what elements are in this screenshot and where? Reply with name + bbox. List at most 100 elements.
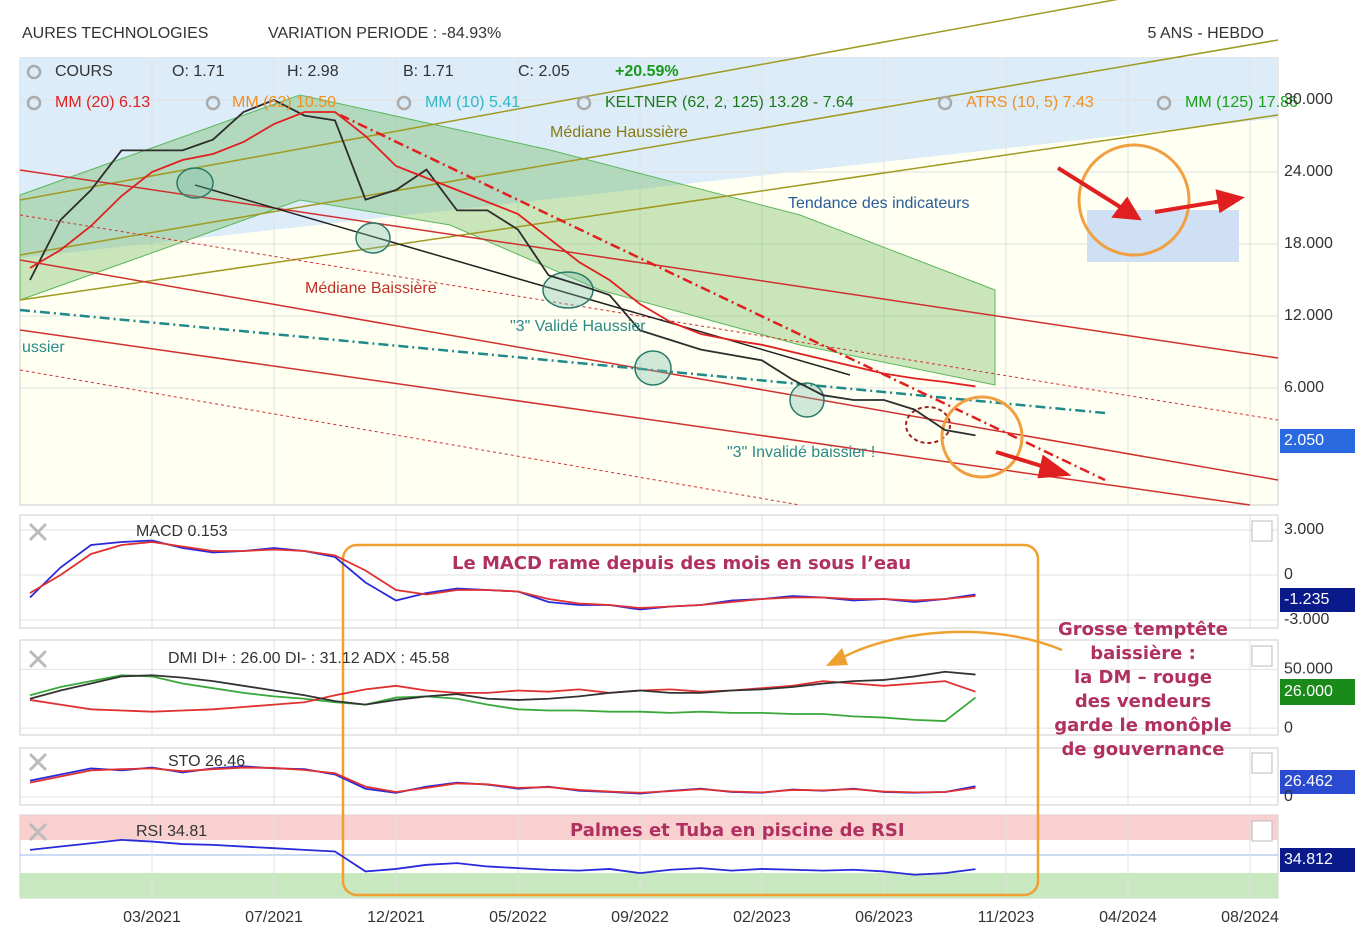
y-tick-label: 0 <box>1284 566 1293 583</box>
channel-line <box>19 39 1279 256</box>
x-tick-label: 11/2023 <box>978 909 1035 926</box>
grid <box>20 58 1278 898</box>
x-tick-label: 06/2023 <box>855 909 913 926</box>
checkbox <box>1251 752 1273 774</box>
series-line <box>29 111 976 388</box>
y-tick-label: 30.000 <box>1284 91 1333 108</box>
y-tick-label: 0 <box>1284 788 1293 805</box>
x-tick-label: 02/2023 <box>733 909 791 926</box>
y-tick-label: 50.000 <box>1284 661 1333 678</box>
panel-label: STO 26.46 <box>168 753 245 770</box>
legend-value: B: 1.71 <box>403 63 454 80</box>
indicator: KELTNER (62, 2, 125) 13.28 - 7.64 <box>605 94 854 111</box>
circle <box>905 406 951 444</box>
panel-label: DMI DI+ : 26.00 DI- : 31.12 ADX : 45.58 <box>168 650 450 667</box>
annotation: Le MACD rame depuis des mois en sous l’e… <box>452 553 911 574</box>
variation: VARIATION PERIODE : -84.93% <box>268 25 501 42</box>
arrow <box>1056 166 1127 212</box>
close-icon <box>28 522 48 542</box>
y-tick-label: 18.000 <box>1284 235 1333 252</box>
rsi-overbought <box>20 815 1278 840</box>
arrow <box>995 450 1049 470</box>
x-tick-label: 07/2021 <box>245 909 303 926</box>
current-box <box>1280 770 1355 794</box>
arrow-head <box>826 648 848 666</box>
y-tick-label: 12.000 <box>1284 307 1333 324</box>
annotation: "3" Validé Haussier <box>510 318 646 335</box>
indicator: MM (125) 17.86 <box>1185 94 1298 111</box>
circle <box>789 382 825 418</box>
indicator: MM (62) 10.50 <box>232 94 336 111</box>
panel-label: MACD 0.153 <box>136 523 228 540</box>
annotation: la DM – rouge <box>1074 667 1212 688</box>
checkboxes <box>1251 520 1273 842</box>
gear-icons <box>26 64 1172 111</box>
gear <box>576 95 592 111</box>
series-line <box>29 680 976 713</box>
checkbox <box>1251 820 1273 842</box>
trend-line <box>19 308 1106 415</box>
annotation: Médiane Haussière <box>550 124 688 141</box>
y-tick-label: -3.000 <box>1284 611 1329 628</box>
current-label: 26.000 <box>1284 683 1333 700</box>
checkbox <box>1251 645 1273 667</box>
series-line <box>29 541 976 609</box>
series-line <box>29 674 977 722</box>
arrow-head <box>1037 454 1072 479</box>
channel-line <box>19 214 1279 421</box>
annotation: Médiane Baissière <box>305 280 437 297</box>
current-box <box>1280 679 1355 705</box>
trend-line <box>339 113 1106 482</box>
channel-line <box>19 259 1279 481</box>
annotation: Grosse temptête <box>1058 619 1228 640</box>
plot <box>29 99 977 876</box>
current-label: 26.462 <box>1284 773 1333 790</box>
x-tick-label: 05/2022 <box>489 909 547 926</box>
x-tick-label: 12/2021 <box>367 909 425 926</box>
annotation: ussier <box>22 339 65 356</box>
y-tick-label: 24.000 <box>1284 163 1333 180</box>
legend-value: C: 2.05 <box>518 63 570 80</box>
gear <box>205 95 221 111</box>
gear <box>1156 95 1172 111</box>
x-tick-label: 03/2021 <box>123 909 181 926</box>
channel-line <box>19 114 1279 301</box>
arrow-head <box>1111 196 1142 221</box>
trend-box <box>1087 210 1239 262</box>
upper-channel <box>20 58 1278 258</box>
annotation: de gouvernance <box>1062 739 1225 760</box>
circle <box>355 222 391 254</box>
channel-line <box>19 169 1279 359</box>
circle <box>634 350 672 386</box>
arrow-head <box>1215 189 1245 214</box>
annotation: garde le monôple <box>1054 715 1231 736</box>
current-label: 34.812 <box>1284 851 1333 868</box>
circle <box>940 395 1024 479</box>
y-tick-label: 3.000 <box>1284 521 1324 538</box>
sto-panel <box>19 747 1279 806</box>
circle <box>542 271 594 309</box>
gear <box>937 95 953 111</box>
legend-value: H: 2.98 <box>287 63 339 80</box>
legend-entry: MM (20) 6.13 <box>55 94 150 111</box>
indicator: MM (10) 5.41 <box>425 94 520 111</box>
annotation: "3" Invalidé baissier ! <box>727 444 875 461</box>
close-icon <box>28 752 48 772</box>
channel-line <box>19 0 1119 201</box>
arrows <box>995 166 1245 479</box>
current-box <box>1280 588 1355 612</box>
highlight-box <box>341 543 1040 897</box>
annotation: baissière : <box>1090 643 1196 664</box>
current-box <box>1280 848 1355 872</box>
legend-value: +20.59% <box>615 63 679 80</box>
legend-value: O: 1.71 <box>172 63 225 80</box>
close-icon <box>28 822 48 842</box>
y-tick-label: 0 <box>1284 719 1293 736</box>
current-label: 2.050 <box>1284 432 1324 449</box>
curved-arrow <box>837 630 1063 662</box>
keltner-band <box>19 94 996 386</box>
current-box <box>1280 429 1355 453</box>
period: 5 ANS - HEBDO <box>1148 25 1264 42</box>
circle <box>176 167 214 199</box>
x-tick-label: 08/2024 <box>1221 909 1279 926</box>
